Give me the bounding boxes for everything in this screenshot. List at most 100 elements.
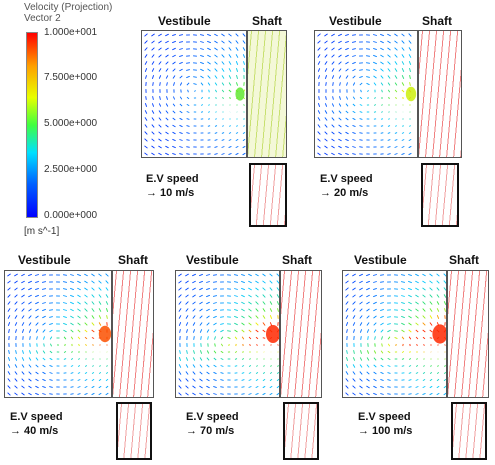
flow-vector <box>394 336 398 340</box>
flow-vector <box>345 75 349 79</box>
flow-vector <box>151 68 155 72</box>
flow-vector <box>91 308 95 312</box>
flow-vector <box>262 392 266 396</box>
flow-vector <box>28 273 32 277</box>
flow-vector <box>366 48 370 50</box>
flow-vector <box>401 54 405 58</box>
flow-vector <box>158 54 162 58</box>
flow-vector <box>28 308 32 312</box>
flow-vector <box>7 273 11 277</box>
flow-vector <box>173 82 175 86</box>
flow-vector <box>352 75 356 79</box>
vestibule-flow-field <box>175 270 280 398</box>
flow-vector <box>277 308 279 312</box>
flow-vector <box>408 322 412 326</box>
flow-vector <box>63 315 67 319</box>
flow-vector <box>235 132 239 134</box>
flow-vector <box>105 273 109 277</box>
flow-vector <box>373 281 377 283</box>
flow-vector <box>338 33 342 37</box>
flow-vector <box>429 315 433 319</box>
flow-vector <box>193 83 197 85</box>
flow-vector <box>338 110 342 114</box>
vector-field <box>144 33 246 156</box>
flow-vector <box>359 82 363 86</box>
flow-vector <box>179 41 183 43</box>
flow-vector <box>91 385 95 389</box>
flow-vector <box>359 301 363 305</box>
flow-vector <box>213 288 217 290</box>
flow-vector <box>241 336 245 340</box>
flow-vector <box>227 336 231 340</box>
flow-vector <box>221 47 225 51</box>
flow-vector <box>214 40 218 44</box>
vestibule-label: Vestibule <box>18 253 71 267</box>
flow-vector <box>352 68 356 72</box>
flow-vector <box>15 350 17 354</box>
flow-vector <box>144 145 148 149</box>
flow-vector <box>269 392 273 396</box>
vestibule-flow-field <box>314 30 418 158</box>
flow-vector <box>373 301 377 305</box>
flow-vector <box>373 111 377 113</box>
flow-vector <box>208 89 210 93</box>
flow-vector <box>235 61 239 65</box>
flow-vector <box>352 280 356 284</box>
flow-vector <box>179 75 183 79</box>
flow-vector <box>172 131 176 135</box>
flow-vector <box>255 273 259 277</box>
flow-vector <box>42 357 46 361</box>
flow-vector <box>422 385 426 389</box>
flow-vector <box>415 336 419 340</box>
flow-vector <box>186 153 190 155</box>
flow-vector <box>345 33 349 37</box>
flow-vector <box>144 103 148 107</box>
flow-vector <box>7 378 11 382</box>
flow-vector <box>7 322 11 326</box>
flow-vector <box>151 103 155 107</box>
flow-vector <box>395 104 397 106</box>
flow-vector <box>422 329 426 333</box>
flow-vector <box>429 301 433 305</box>
flow-vector <box>381 104 383 106</box>
flow-vector <box>42 281 46 283</box>
flow-vector <box>70 287 74 291</box>
flow-vector <box>331 117 335 121</box>
flow-vector <box>408 280 412 284</box>
flow-vector <box>234 274 238 276</box>
flow-vector <box>422 322 426 326</box>
flow-vector <box>359 125 363 127</box>
flow-vector <box>408 315 412 319</box>
flow-vector <box>84 315 88 319</box>
flow-vector <box>228 152 232 156</box>
flow-vector <box>214 89 218 93</box>
flow-vector <box>21 273 25 277</box>
flow-vector <box>387 61 391 65</box>
flow-vector <box>401 281 405 283</box>
shaft-highlight-box <box>451 402 487 460</box>
flow-vector <box>345 138 349 142</box>
flow-vector <box>234 365 238 367</box>
flow-vector <box>186 329 188 333</box>
flow-vector <box>317 40 321 44</box>
flow-vector <box>152 96 154 100</box>
flow-vector <box>106 315 108 319</box>
flow-vector <box>192 357 196 361</box>
flow-vector <box>178 294 182 298</box>
flow-vector <box>387 68 391 72</box>
flow-vector <box>359 364 363 368</box>
flow-vector <box>317 68 321 72</box>
flow-vector <box>192 308 196 312</box>
flow-vector <box>338 145 342 149</box>
flow-vector <box>374 96 376 100</box>
flow-vector <box>228 54 232 58</box>
flow-vector <box>144 61 148 65</box>
flow-vector <box>345 357 349 361</box>
flow-vector <box>214 75 218 79</box>
flow-vector <box>14 371 18 375</box>
flow-vector <box>36 336 38 340</box>
flow-vector <box>270 358 272 360</box>
flow-vector <box>158 61 162 65</box>
flow-vector <box>381 111 383 113</box>
